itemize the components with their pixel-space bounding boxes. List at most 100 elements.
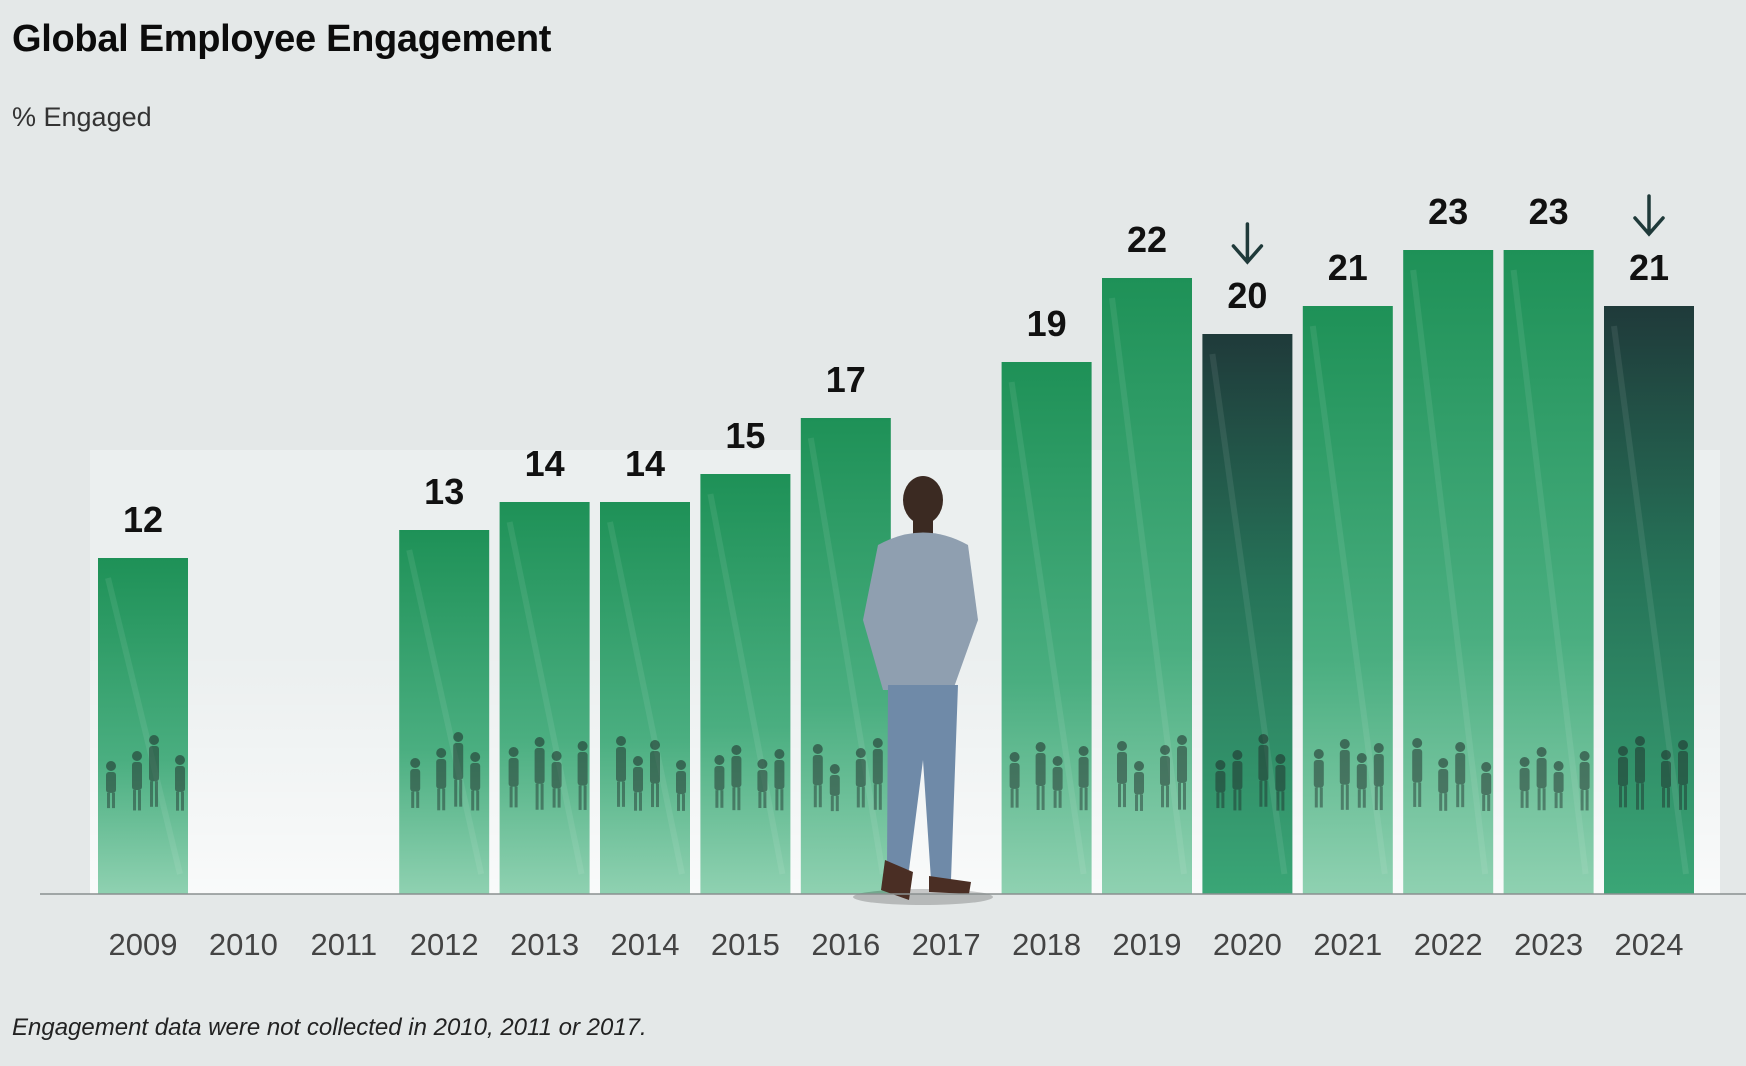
person-leg <box>1053 790 1057 808</box>
person-leg <box>1641 783 1644 810</box>
person-leg <box>1238 789 1242 811</box>
person-leg <box>1123 783 1126 808</box>
value-label-2014: 14 <box>625 443 665 484</box>
person-head <box>1078 746 1089 756</box>
person-body <box>534 748 545 784</box>
person-body <box>1160 756 1170 786</box>
person-head <box>650 740 660 750</box>
person-body <box>1678 751 1688 786</box>
person-leg <box>112 792 115 809</box>
person-leg <box>1216 792 1220 809</box>
value-label-2024: 21 <box>1629 247 1669 288</box>
person-body <box>1078 757 1089 788</box>
person-head <box>774 749 785 759</box>
person-head <box>1035 742 1046 752</box>
person-leg <box>535 783 539 810</box>
person-leg <box>1554 792 1558 809</box>
person-leg <box>1482 795 1486 811</box>
person-leg <box>1413 782 1417 807</box>
person-leg <box>758 792 762 808</box>
person-leg <box>583 785 587 810</box>
person-leg <box>617 781 620 807</box>
x-tick-2016: 2016 <box>811 927 880 962</box>
x-tick-2014: 2014 <box>611 927 680 962</box>
person-head <box>1356 753 1367 763</box>
person-head <box>872 738 883 748</box>
x-tick-2019: 2019 <box>1113 927 1182 962</box>
person-leg <box>1183 782 1186 810</box>
person-body <box>1519 768 1530 792</box>
person-leg <box>1058 790 1062 808</box>
person-leg <box>1362 789 1366 808</box>
person-head <box>1481 762 1492 772</box>
person-body <box>1009 763 1020 789</box>
person-leg <box>720 790 724 808</box>
person-body <box>1455 753 1466 785</box>
person-body <box>1177 746 1187 783</box>
person-head <box>633 756 643 766</box>
value-label-2018: 19 <box>1027 303 1067 344</box>
person-leg <box>1537 788 1541 811</box>
person-leg <box>1487 795 1491 811</box>
person-leg <box>1520 791 1524 808</box>
person-head <box>508 747 519 757</box>
value-label-2012: 13 <box>424 471 464 512</box>
person-leg <box>1559 792 1563 809</box>
down-arrow-icon-2024 <box>1633 194 1665 237</box>
person-body <box>855 759 866 788</box>
person-leg <box>1041 786 1045 810</box>
person-leg <box>1135 794 1138 811</box>
person-body <box>436 759 447 789</box>
person-head <box>551 751 562 761</box>
person-leg <box>176 791 179 811</box>
bar-2019 <box>1102 278 1192 894</box>
down-arrow-icon-2020 <box>1231 222 1264 265</box>
person-body <box>106 772 116 793</box>
person-body <box>1356 764 1367 790</box>
person-leg <box>1079 787 1083 811</box>
person-leg <box>155 781 158 807</box>
bar-streak-2024 <box>1611 325 1689 875</box>
person-leg <box>552 788 556 808</box>
value-label-2013: 14 <box>525 443 565 484</box>
person-body <box>1339 750 1350 785</box>
value-label-2022: 23 <box>1428 191 1468 232</box>
person-body <box>1661 761 1671 788</box>
person-body <box>1313 760 1324 788</box>
figure-jacket <box>863 532 978 690</box>
person-body <box>1373 754 1384 787</box>
person-head <box>132 751 142 761</box>
person-leg <box>181 791 184 811</box>
person-head <box>1519 757 1530 767</box>
person-head <box>1258 734 1269 744</box>
person-leg <box>1281 791 1285 811</box>
crowd-silhouettes <box>106 732 1688 812</box>
person-leg <box>1166 785 1169 808</box>
person-leg <box>509 786 513 808</box>
person-head <box>175 755 185 765</box>
person-head <box>616 736 626 746</box>
person-head <box>534 737 545 747</box>
bar-2014 <box>600 502 690 894</box>
bar-streak-2018 <box>1008 381 1087 875</box>
person-leg <box>1161 785 1164 808</box>
person-leg <box>1357 789 1361 808</box>
person-leg <box>873 784 877 810</box>
person-head <box>676 760 686 770</box>
x-axis-tick-labels: 2009 2010 2011 2012 2013 2014 2015 2016 2017 2018… <box>109 927 1684 962</box>
person-leg <box>459 779 463 807</box>
person-leg <box>1679 785 1682 810</box>
person-body <box>1232 761 1243 790</box>
bar-2021 <box>1302 306 1393 894</box>
person-head <box>436 748 447 758</box>
person-body <box>1134 772 1144 795</box>
bar-2020 <box>1202 334 1293 894</box>
person-head <box>1052 756 1063 766</box>
person-leg <box>1624 786 1627 808</box>
person-leg <box>133 790 136 811</box>
person-leg <box>1036 786 1040 810</box>
person-head <box>410 758 421 768</box>
bar-2023 <box>1503 250 1594 894</box>
person-head <box>855 748 866 758</box>
person-body <box>149 746 159 782</box>
